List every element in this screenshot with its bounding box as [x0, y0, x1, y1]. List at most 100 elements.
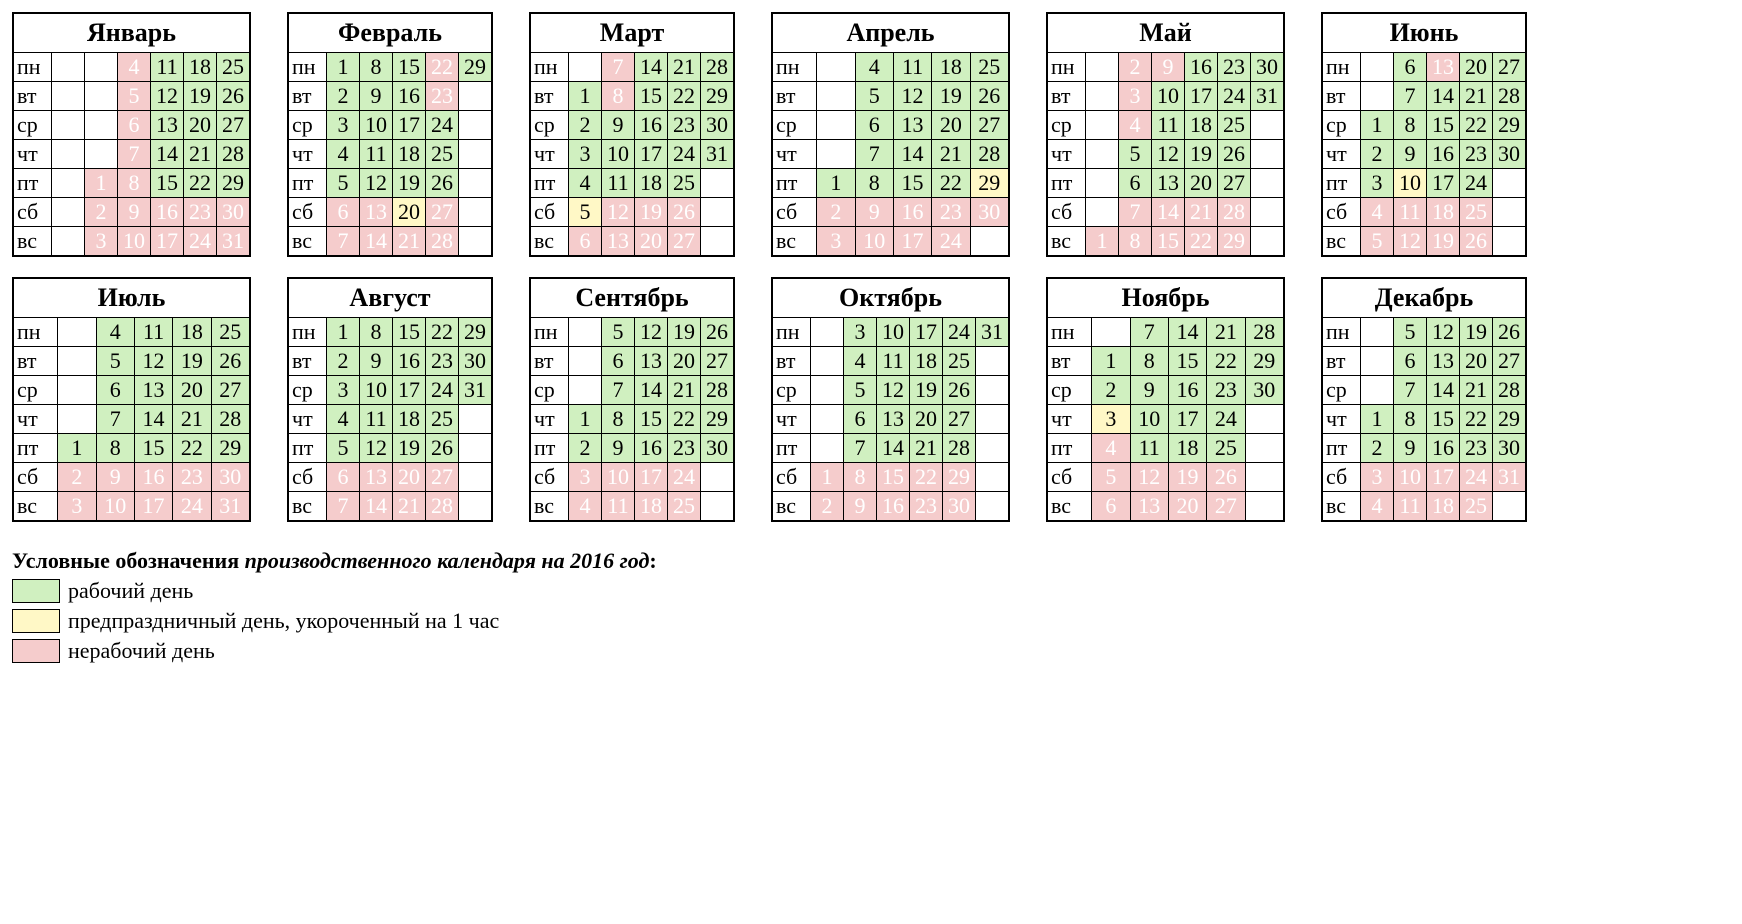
day-cell: 9	[855, 198, 893, 227]
day-cell: 6	[1119, 169, 1152, 198]
day-cell: 31	[976, 318, 1010, 347]
day-cell: 25	[668, 169, 701, 198]
legend-swatch	[12, 639, 60, 663]
day-cell: 19	[1427, 227, 1460, 257]
day-cell: 18	[1168, 434, 1206, 463]
weekday-label: вт	[772, 82, 817, 111]
day-cell	[701, 227, 735, 257]
day-cell	[976, 492, 1010, 522]
day-cell: 14	[360, 492, 393, 522]
day-cell: 12	[1130, 463, 1168, 492]
weekday-label: пт	[288, 169, 327, 198]
day-cell: 5	[855, 82, 893, 111]
day-cell: 26	[1218, 140, 1251, 169]
day-cell: 29	[970, 169, 1009, 198]
day-cell: 12	[877, 376, 910, 405]
weekday-label: вс	[288, 227, 327, 257]
weekday-label: ср	[1047, 111, 1086, 140]
day-cell: 15	[1152, 227, 1185, 257]
weekday-label: сб	[288, 463, 327, 492]
day-cell: 2	[1361, 434, 1394, 463]
day-cell	[459, 140, 493, 169]
weekday-label: чт	[1047, 140, 1086, 169]
day-cell: 24	[932, 227, 970, 257]
day-cell	[459, 111, 493, 140]
day-cell: 9	[118, 198, 151, 227]
day-cell: 16	[1185, 53, 1218, 82]
day-cell	[817, 111, 855, 140]
day-cell: 9	[360, 82, 393, 111]
day-cell: 9	[1152, 53, 1185, 82]
day-cell: 6	[1092, 492, 1130, 522]
day-cell	[701, 492, 735, 522]
day-cell	[811, 347, 844, 376]
day-cell: 4	[1092, 434, 1130, 463]
day-cell: 11	[893, 53, 931, 82]
day-cell: 5	[96, 347, 134, 376]
day-cell: 10	[360, 376, 393, 405]
month-table: Майпн29162330вт310172431ср4111825чт51219…	[1046, 12, 1285, 257]
day-cell: 19	[1460, 318, 1493, 347]
day-cell: 17	[1427, 463, 1460, 492]
day-cell: 27	[426, 198, 459, 227]
day-cell	[817, 53, 855, 82]
weekday-label: пт	[13, 434, 58, 463]
month-table: Апрельпн4111825вт5121926ср6132027чт71421…	[771, 12, 1010, 257]
weekday-label: пн	[772, 318, 811, 347]
day-cell: 7	[1119, 198, 1152, 227]
day-cell: 22	[668, 82, 701, 111]
day-cell	[976, 463, 1010, 492]
day-cell: 2	[811, 492, 844, 522]
day-cell: 14	[1152, 198, 1185, 227]
day-cell: 18	[393, 140, 426, 169]
day-cell: 28	[217, 140, 251, 169]
day-cell: 17	[393, 376, 426, 405]
day-cell: 6	[1394, 53, 1427, 82]
weekday-label: пт	[530, 169, 569, 198]
weekday-label: сб	[772, 463, 811, 492]
day-cell: 14	[1168, 318, 1206, 347]
day-cell: 26	[1493, 318, 1527, 347]
day-cell: 24	[943, 318, 976, 347]
day-cell: 8	[602, 82, 635, 111]
weekday-label: вт	[530, 82, 569, 111]
day-cell: 11	[151, 53, 184, 82]
legend-row: предпраздничный день, укороченный на 1 ч…	[12, 608, 1730, 634]
month-title: Август	[288, 278, 492, 318]
day-cell: 21	[184, 140, 217, 169]
day-cell: 10	[855, 227, 893, 257]
day-cell: 21	[932, 140, 970, 169]
month-title: Ноябрь	[1047, 278, 1284, 318]
legend-title-plain: Условные обозначения	[12, 548, 245, 573]
day-cell: 26	[211, 347, 250, 376]
weekday-label: сб	[530, 198, 569, 227]
day-cell: 6	[1394, 347, 1427, 376]
day-cell: 7	[855, 140, 893, 169]
day-cell: 19	[910, 376, 943, 405]
day-cell: 10	[1394, 463, 1427, 492]
weekday-label: ср	[1322, 111, 1361, 140]
day-cell: 8	[1394, 111, 1427, 140]
day-cell: 15	[1427, 405, 1460, 434]
legend-label: предпраздничный день, укороченный на 1 ч…	[68, 608, 499, 634]
weekday-label: пн	[1047, 53, 1086, 82]
day-cell: 9	[844, 492, 877, 522]
day-cell: 30	[701, 111, 735, 140]
day-cell: 16	[393, 347, 426, 376]
month-title: Май	[1047, 13, 1284, 53]
day-cell: 11	[360, 140, 393, 169]
day-cell: 27	[217, 111, 251, 140]
day-cell: 23	[1218, 53, 1251, 82]
day-cell: 7	[602, 376, 635, 405]
day-cell: 15	[635, 405, 668, 434]
weekday-label: пт	[1047, 169, 1086, 198]
day-cell	[701, 169, 735, 198]
weekday-label: ср	[1047, 376, 1092, 405]
day-cell: 15	[635, 82, 668, 111]
day-cell: 13	[1427, 347, 1460, 376]
weekday-label: чт	[288, 405, 327, 434]
day-cell: 21	[668, 53, 701, 82]
day-cell: 12	[893, 82, 931, 111]
day-cell: 15	[877, 463, 910, 492]
day-cell: 2	[1092, 376, 1130, 405]
